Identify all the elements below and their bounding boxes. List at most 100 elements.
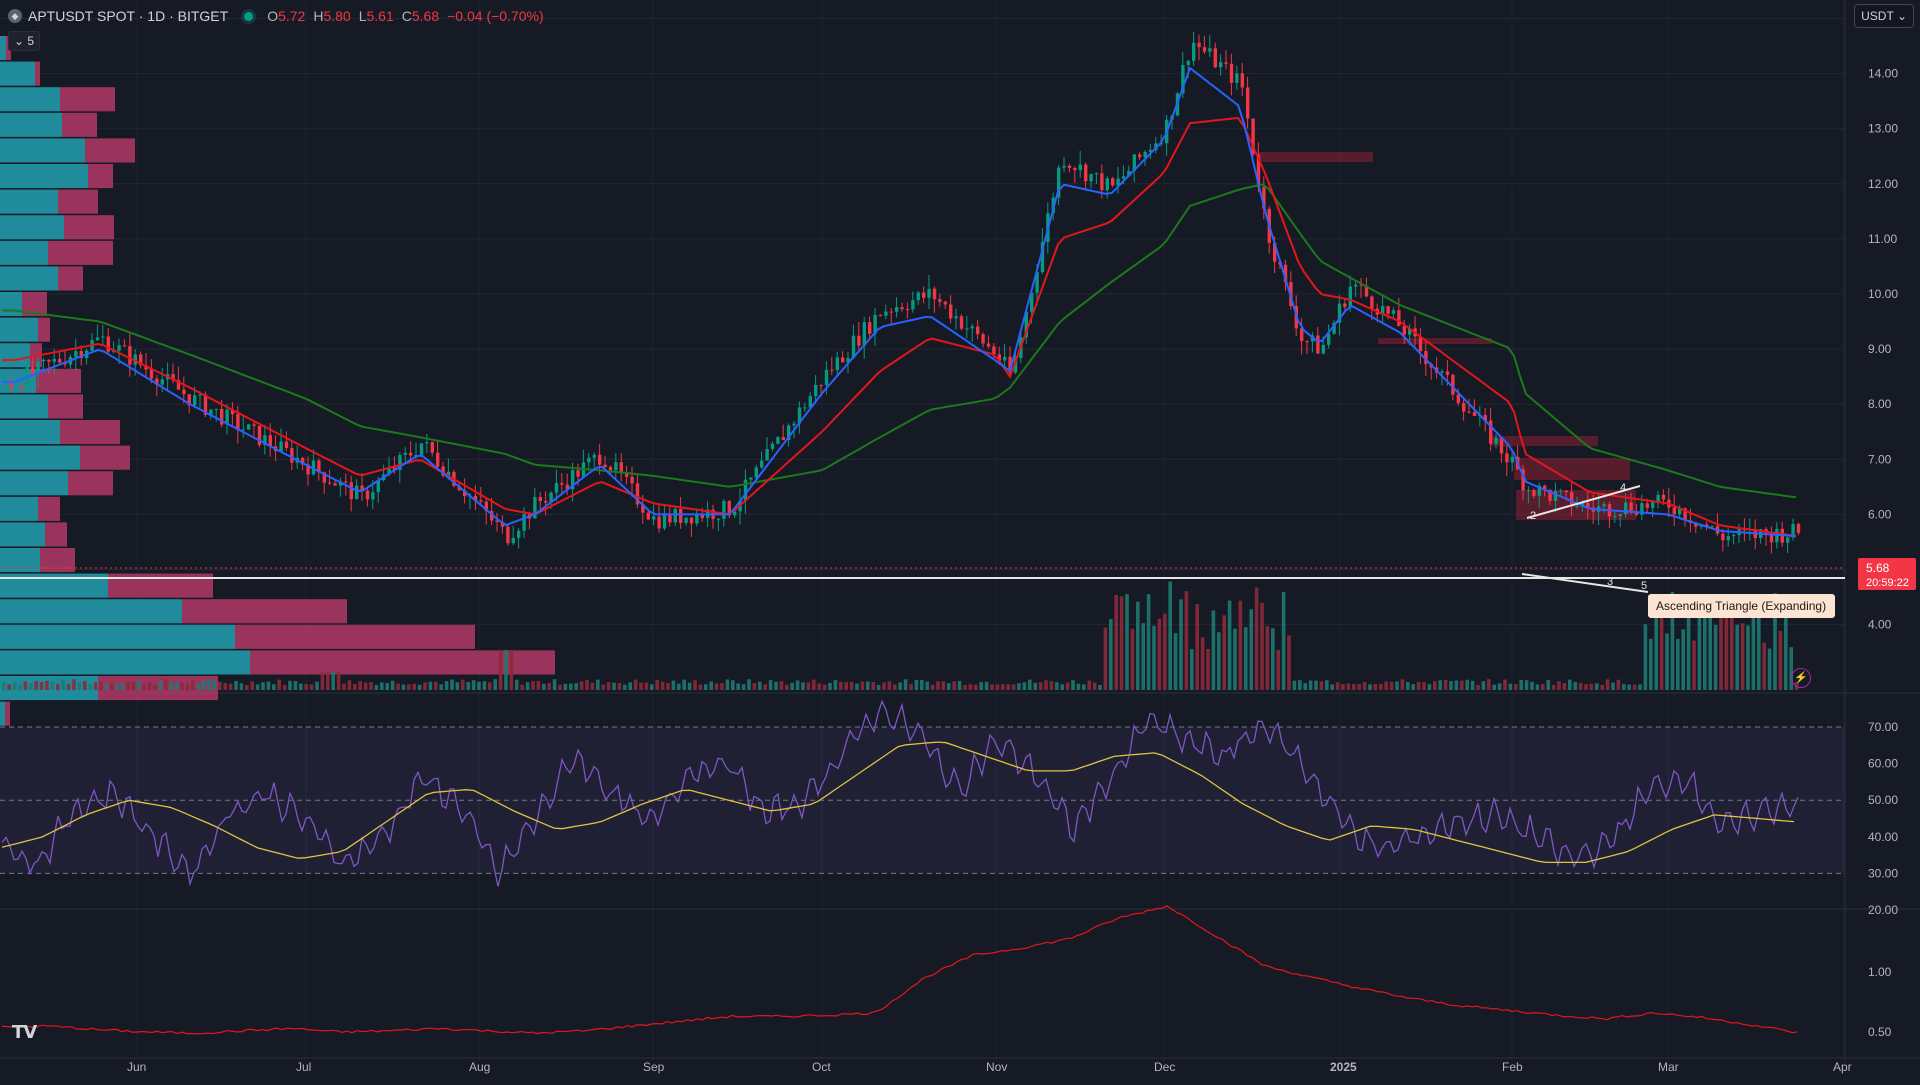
candle-body (1192, 42, 1196, 61)
volume-profile-buy-bar (0, 138, 85, 163)
candle-body (598, 454, 602, 465)
candle-body (311, 460, 316, 475)
volume-bar (1368, 684, 1372, 690)
volume-bar (1676, 638, 1680, 690)
candle-body (787, 425, 791, 441)
volume-bar (1395, 681, 1399, 690)
candle-body (1337, 303, 1342, 323)
indicator-count: 5 (27, 34, 35, 48)
candle-body (279, 441, 283, 452)
candle-body (1364, 285, 1369, 297)
candle-body (79, 351, 83, 359)
volume-bar (552, 679, 557, 690)
volume-bar (650, 684, 654, 690)
volume-bar (191, 680, 195, 690)
volume-bar (385, 682, 389, 690)
volume-profile-sell-bar (235, 624, 475, 649)
candle-body (927, 288, 931, 298)
volume-bar (1038, 682, 1043, 690)
volume-bar (1227, 600, 1232, 690)
volume-bar (482, 681, 487, 690)
volume-profile-buy-bar (0, 266, 58, 291)
currency-select[interactable]: USDT ⌄ (1854, 4, 1914, 28)
volume-bar (137, 680, 141, 690)
volume-bar (1406, 681, 1410, 690)
volume-bar (984, 681, 989, 690)
volume-bar (714, 683, 719, 690)
volume-bar (974, 684, 978, 690)
time-axis-tick: Nov (986, 1060, 1007, 1074)
candle-body (1721, 533, 1725, 541)
volume-bar (1605, 679, 1610, 690)
volume-bar (963, 684, 967, 690)
candle-body (765, 448, 769, 461)
volume-profile-buy-bar (0, 394, 48, 419)
volume-bar (374, 684, 379, 690)
volume-bar (1638, 684, 1642, 690)
volume-bar (1719, 599, 1723, 690)
volume-bar (693, 680, 697, 690)
price-axis-tick: 4.00 (1868, 618, 1892, 632)
candle-body (1235, 73, 1239, 83)
volume-bar (893, 684, 897, 690)
time-axis-tick: Oct (812, 1060, 831, 1074)
candle-body (333, 483, 337, 486)
volume-bar (250, 681, 254, 690)
candle-body (1462, 403, 1466, 412)
volume-bar (174, 682, 179, 690)
volume-bar (547, 683, 551, 690)
time-axis-tick: Jul (296, 1060, 311, 1074)
lightning-icon[interactable]: ⚡ (1791, 668, 1811, 688)
candle-body (1472, 412, 1477, 416)
symbol-title[interactable]: APTUSDT SPOT · 1D · BITGET (28, 8, 229, 24)
indicators-toggle-button[interactable]: ⌄ 5 (8, 31, 41, 51)
volume-bar (1022, 682, 1027, 690)
volume-bar (1211, 610, 1216, 690)
volume-bar (1773, 592, 1777, 690)
candle-body (490, 511, 494, 521)
volume-bar (1033, 682, 1037, 690)
volume-bar (45, 680, 49, 690)
volume-bar (860, 681, 865, 690)
candle-body (1148, 150, 1153, 153)
volume-profile-sell-bar (35, 61, 40, 86)
pattern-point-label: 4 (1620, 482, 1626, 494)
volume-bar (806, 682, 811, 690)
candle-body (511, 537, 515, 544)
volume-bar (353, 684, 357, 690)
volume-bar (1092, 682, 1097, 690)
volume-bar (1249, 609, 1253, 690)
volume-profile-buy-bar (0, 164, 88, 189)
volume-bar (169, 682, 173, 690)
volume-bar (1163, 613, 1167, 690)
candle-body (517, 530, 521, 538)
candle-body (360, 485, 364, 491)
price-axis-tick: 8.00 (1868, 397, 1892, 411)
volume-bar (401, 684, 406, 690)
volume-bar (925, 681, 929, 690)
candle-body (1456, 394, 1460, 404)
volume-bar (1292, 680, 1297, 690)
volume-bar (1141, 623, 1145, 690)
volume-bar (1352, 684, 1356, 690)
candle-body (1678, 508, 1682, 515)
volume-profile-buy-bar (0, 624, 235, 649)
candle-body (268, 435, 272, 447)
volume-bar (1044, 680, 1048, 690)
volume-bar (1082, 684, 1086, 690)
tradingview-logo-icon[interactable]: TV (12, 1022, 37, 1043)
candle-body (1499, 438, 1504, 454)
candle-body (128, 346, 132, 365)
candle-body (635, 483, 640, 505)
volume-bar (720, 683, 724, 690)
volume-bar (968, 684, 973, 690)
candle-body (198, 394, 202, 396)
volume-bar (7, 684, 11, 690)
volume-bar (61, 679, 65, 690)
volume-bar (126, 682, 130, 690)
volume-bar (682, 679, 686, 690)
volume-bar (1454, 680, 1459, 690)
candle-body (1300, 328, 1304, 342)
